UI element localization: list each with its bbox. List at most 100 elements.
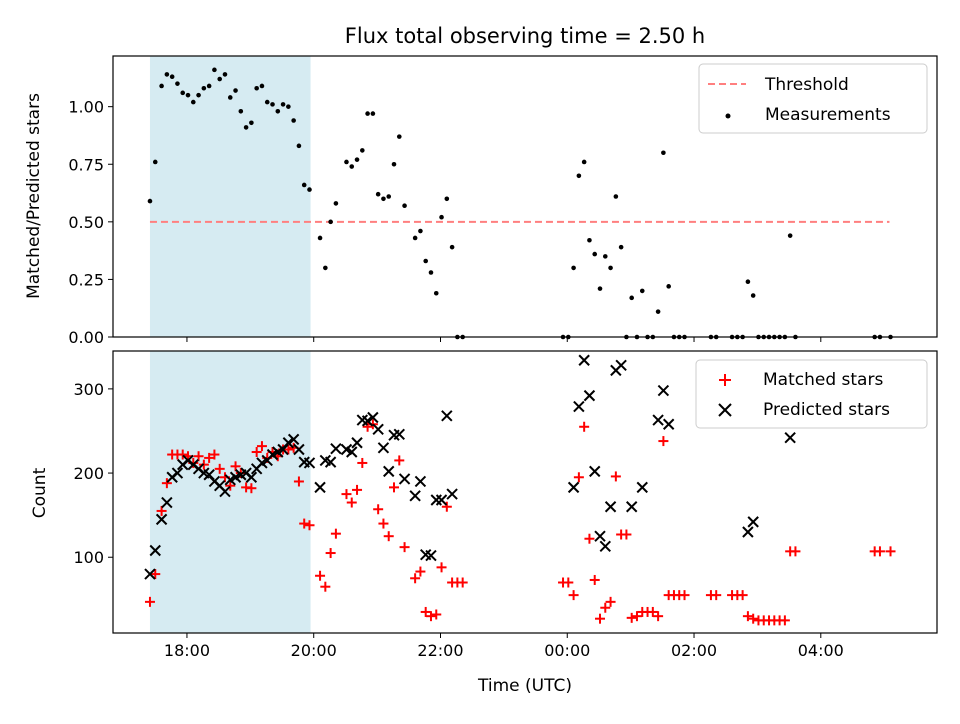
measurement-point <box>597 286 603 291</box>
matched-star-point <box>605 596 616 607</box>
measurement-point <box>581 159 587 165</box>
predicted-star-point <box>144 568 156 580</box>
measurement-point <box>169 74 175 80</box>
measurement-point <box>323 265 328 271</box>
measurement-point <box>206 83 212 89</box>
measurement-point <box>201 85 207 91</box>
predicted-star-point <box>615 359 627 372</box>
matched-star-point <box>293 476 304 487</box>
predicted-star-point <box>414 475 427 488</box>
matched-star-point <box>631 611 642 622</box>
measurement-point <box>787 233 793 238</box>
matched-star-point <box>144 596 155 607</box>
measurements-legend-marker <box>725 113 731 119</box>
predicted-star-point <box>589 465 601 478</box>
matched-star-point <box>568 590 579 601</box>
predicted-star-point <box>203 469 215 481</box>
matched-star-point <box>658 436 669 447</box>
matched-star-point <box>346 497 357 508</box>
matched-star-point <box>790 546 801 557</box>
bottom-legend-box <box>695 359 928 429</box>
matched-star-point <box>394 455 405 466</box>
matched-star-point <box>389 482 400 493</box>
predicted-star-point <box>282 437 295 449</box>
bottom-y-tick-label: 200 <box>73 464 104 483</box>
predicted-star-point <box>583 389 596 402</box>
measurement-point <box>661 150 666 156</box>
matched-star-point <box>315 570 326 581</box>
matched-star-point <box>436 562 447 573</box>
measurement-point <box>587 237 592 243</box>
bottom-y-tick-label: 100 <box>73 548 104 567</box>
predicted-star-point <box>245 471 258 483</box>
measurement-point <box>259 83 265 89</box>
matched-star-point <box>573 472 584 483</box>
measurement-point <box>212 67 217 73</box>
predicted-star-point <box>293 443 305 456</box>
predicted-star-point <box>287 433 300 446</box>
x-tick-label: 02:00 <box>671 641 717 660</box>
matched-star-point <box>383 531 394 542</box>
measurement-point <box>349 164 355 169</box>
matched-star-point <box>299 518 310 529</box>
measurement-point <box>365 111 370 116</box>
bottom-y-tick-label: 300 <box>73 380 104 399</box>
predicted-star-point <box>573 400 585 413</box>
bottom-y-axis: 100 200 300 <box>73 380 113 567</box>
matched-star-point <box>193 451 204 462</box>
matched-star-point <box>621 529 632 540</box>
x-tick-label: 22:00 <box>417 641 463 660</box>
measurement-point <box>666 284 671 289</box>
matched-star-point <box>246 483 257 494</box>
predicted-star-point <box>441 410 453 422</box>
top-legend-box <box>698 63 928 134</box>
predicted-star-point <box>742 526 754 538</box>
predicted-legend-label: Predicted stars <box>763 400 890 420</box>
chart-title: Flux total observing time = 2.50 h <box>345 24 705 48</box>
matched-star-point <box>415 566 426 577</box>
matched-star-point <box>251 447 262 458</box>
matched-star-point <box>748 613 759 624</box>
matched-star-point <box>373 504 384 515</box>
matched-star-point <box>341 489 352 500</box>
measurement-point <box>396 134 402 139</box>
top-y-tick-label: 0.50 <box>68 213 104 232</box>
measurement-point <box>750 293 756 298</box>
matched-star-point <box>563 577 574 588</box>
measurement-point <box>428 270 434 275</box>
measurement-point <box>618 244 624 250</box>
predicted-star-point <box>398 473 411 485</box>
matched-star-point <box>885 546 896 557</box>
predicted-star-point <box>383 465 395 478</box>
top-panel: 0.00 0.25 0.50 0.75 1.00 Matched/Predicted s… <box>24 55 938 347</box>
predicted-star-point <box>625 501 638 513</box>
matched-star-point <box>420 606 431 617</box>
measurements-legend-label: Measurements <box>765 105 891 125</box>
top-x-ticks <box>186 337 822 342</box>
matched-star-point <box>584 533 595 544</box>
predicted-star-point <box>393 428 405 441</box>
predicted-star-point <box>361 415 374 427</box>
matched-star-point <box>457 577 468 588</box>
predicted-star-point <box>324 456 337 468</box>
top-y-tick-label: 1.00 <box>68 98 104 117</box>
measurement-point <box>433 290 439 296</box>
predicted-star-point <box>784 431 796 444</box>
measurement-point <box>159 83 164 89</box>
bottom-legend: Matched stars Predicted stars <box>695 359 928 429</box>
predicted-star-point <box>330 442 342 455</box>
matched-star-points <box>144 419 896 626</box>
matched-legend-marker <box>719 374 731 386</box>
matched-star-point <box>399 542 410 553</box>
measurement-point <box>576 173 582 179</box>
measurement-point <box>370 111 376 116</box>
measurement-point <box>412 235 418 241</box>
measurement-point <box>592 251 598 257</box>
predicted-star-point <box>409 490 421 502</box>
x-tick-label: 04:00 <box>798 641 844 660</box>
predicted-star-point <box>219 485 231 498</box>
matched-star-point <box>352 484 363 495</box>
top-legend: Threshold Measurements <box>698 63 928 134</box>
measurement-point <box>196 92 201 98</box>
predicted-star-point <box>578 354 590 366</box>
